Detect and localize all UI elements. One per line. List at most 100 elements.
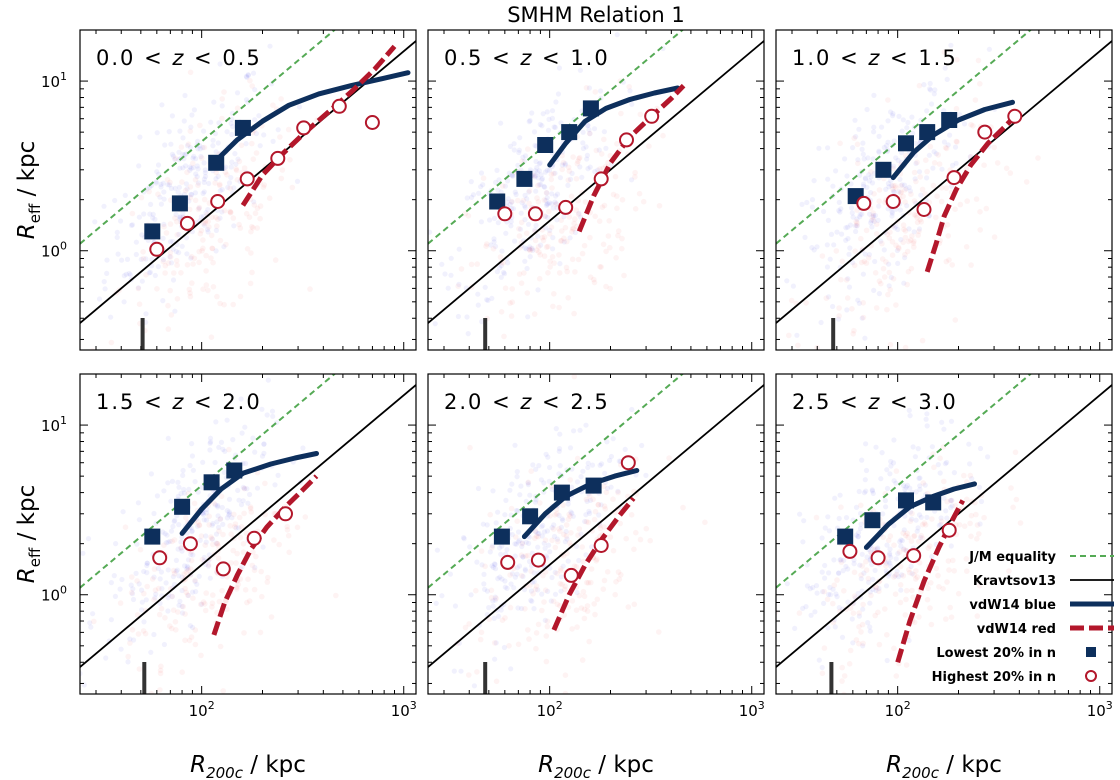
scatter-point-blue: [515, 539, 521, 545]
scatter-point-red: [568, 193, 575, 200]
scatter-point-blue: [206, 563, 212, 569]
scatter-point-blue: [501, 644, 507, 651]
scatter-point-blue: [948, 505, 954, 511]
scatter-point-red: [285, 532, 292, 539]
scatter-point-red: [525, 627, 531, 633]
scatter-point-blue: [887, 546, 893, 552]
scatter-point-blue: [857, 525, 864, 532]
scatter-point-blue: [868, 220, 874, 226]
scatter-point-blue: [545, 201, 551, 207]
scatter-point-red: [878, 280, 884, 287]
scatter-point-blue: [148, 649, 154, 655]
scatter-point-red: [917, 174, 923, 180]
scatter-point-red: [843, 277, 850, 283]
highest-20-n-marker: [497, 206, 513, 222]
scatter-point-red: [557, 528, 563, 534]
scatter-point-red: [542, 213, 548, 219]
scatter-point-blue: [190, 624, 196, 631]
scatter-point-blue: [448, 272, 454, 278]
scatter-point-red: [188, 253, 195, 260]
jm-equality-line: [80, 374, 337, 589]
scatter-point-red: [873, 305, 880, 311]
scatter-point-blue: [856, 613, 863, 619]
scatter-point-red: [174, 218, 180, 225]
scatter-point-red: [142, 630, 149, 637]
scatter-point-blue: [544, 202, 550, 208]
scatter-point-blue: [522, 217, 528, 223]
scatter-point-blue: [139, 587, 145, 593]
scatter-point-red: [540, 695, 546, 701]
scatter-point-blue: [147, 184, 153, 190]
scatter-point-blue: [231, 223, 237, 229]
scatter-point-red: [205, 562, 212, 568]
scatter-point-blue: [907, 413, 913, 419]
scatter-point-red: [202, 607, 209, 614]
scatter-point-blue: [222, 448, 228, 454]
axis-ticks: [428, 29, 764, 350]
legend-entry-blue: vdW14 blue: [969, 598, 1114, 613]
scatter-point-blue: [92, 219, 98, 225]
scatter-point-red: [581, 593, 588, 600]
vdw14-blue-line: [547, 85, 681, 168]
scatter-point-red: [251, 202, 258, 208]
axis-ticks: [776, 29, 1112, 350]
scatter-point-red: [533, 583, 540, 589]
scatter-point-red: [964, 198, 970, 204]
scatter-point-blue: [867, 628, 873, 634]
scatter-point-red: [963, 165, 970, 172]
lowest-20-n-marker: [493, 528, 510, 545]
scatter-point-blue: [87, 620, 93, 626]
scatter-point-red: [202, 601, 208, 607]
scatter-point-red: [527, 582, 533, 588]
legend-label: Kravtsov13: [973, 574, 1056, 589]
scatter-point-blue: [545, 214, 551, 221]
scatter-point-blue: [602, 470, 608, 476]
scatter-point-red: [865, 575, 872, 582]
scatter-point-blue: [923, 416, 929, 422]
scatter-point-red: [227, 209, 234, 215]
scatter-point-red: [198, 601, 204, 608]
scatter-point-red: [203, 282, 210, 288]
scatter-point-blue: [213, 540, 219, 546]
scatter-point-blue: [235, 487, 241, 493]
scatter-point-red: [477, 636, 484, 643]
scatter-point-blue: [522, 568, 529, 574]
scatter-point-blue: [901, 280, 907, 286]
scatter-point-blue: [525, 221, 532, 227]
scatter-point-red: [236, 158, 243, 165]
scatter-point-red: [216, 528, 222, 534]
scatter-point-blue: [539, 524, 545, 530]
scatter-point-red: [528, 468, 534, 475]
scatter-point-red: [183, 569, 190, 575]
scatter-point-blue: [886, 283, 892, 289]
lowest-20-n-marker: [553, 484, 570, 501]
scatter-point-red: [908, 538, 915, 544]
scatter-point-blue: [904, 482, 911, 488]
scatter-point-red: [851, 569, 858, 576]
scatter-point-blue: [464, 195, 470, 201]
scatter-point-red: [571, 310, 577, 317]
scatter-point-blue: [518, 605, 525, 612]
scatter-point-blue: [247, 491, 253, 498]
scatter-point-blue: [270, 138, 276, 144]
scatter-point-blue: [161, 196, 167, 202]
scatter-point-red: [146, 188, 152, 195]
scatter-point-red: [257, 629, 264, 636]
scatter-point-blue: [168, 141, 174, 147]
scatter-point-red: [551, 260, 557, 266]
scatter-point-blue: [228, 164, 234, 170]
scatter-point-blue: [535, 587, 541, 593]
scatter-point-blue: [826, 353, 831, 358]
scatter-point-red: [541, 253, 548, 259]
scatter-point-blue: [492, 656, 498, 662]
scatter-point-blue: [439, 593, 445, 599]
scatter-point-red: [543, 658, 550, 665]
scatter-point-blue: [910, 130, 916, 136]
scatter-point-red: [943, 185, 950, 191]
scatter-point-red: [543, 190, 550, 196]
scatter-point-blue: [189, 192, 195, 198]
scatter-point-blue: [503, 230, 509, 236]
scatter-point-blue: [527, 254, 533, 260]
scatter-point-blue: [568, 509, 574, 515]
scatter-point-red: [246, 598, 253, 604]
